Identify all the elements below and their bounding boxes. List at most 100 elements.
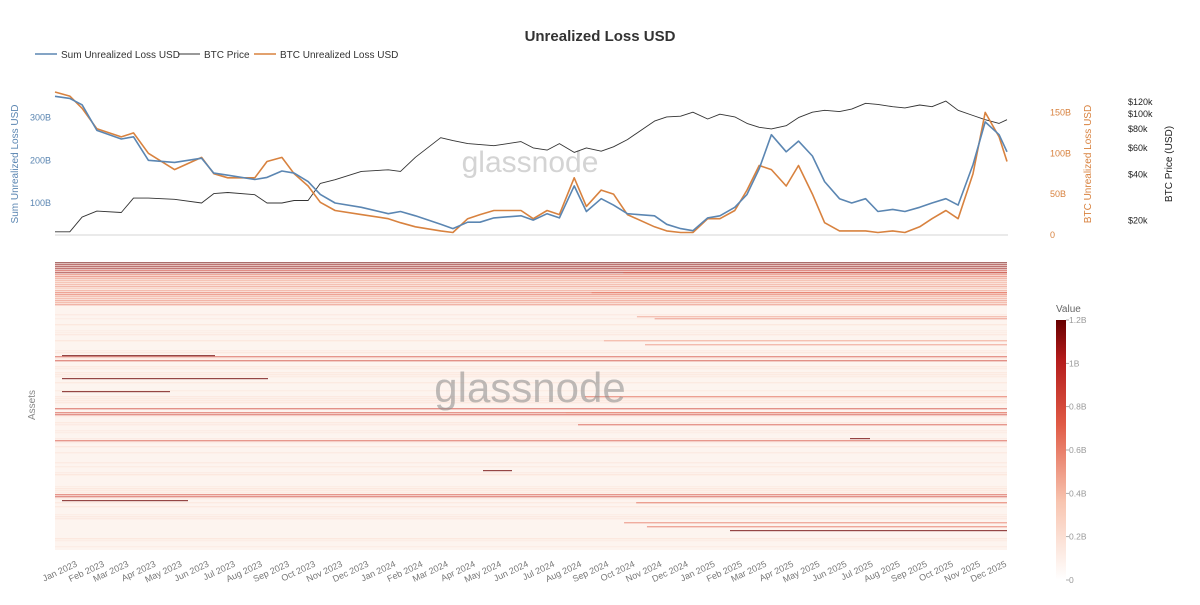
colorbar-ticks: 0 0.2B 0.4B 0.6B 0.8B 1B 1.2B: [1066, 315, 1087, 585]
legend: Sum Unrealized Loss USD BTC Price BTC Un…: [35, 50, 398, 61]
price-axis-tick-label: $120k: [1128, 97, 1153, 107]
colorbar-tick-label: 0: [1069, 575, 1074, 585]
colorbar-tick-label: 1.2B: [1069, 315, 1087, 325]
heatmap-row: [55, 330, 1007, 332]
heatmap-row: [55, 304, 1007, 306]
heatmap-row: [55, 268, 1007, 270]
colorbar-tick-label: 0.8B: [1069, 402, 1087, 412]
heatmap-row: [55, 440, 1007, 442]
series-lines: [54, 91, 1008, 234]
heatmap-row: [55, 264, 1007, 266]
heatmap-row: [55, 442, 1007, 444]
legend-label-btc-price[interactable]: BTC Price: [204, 50, 250, 61]
heatmap-row: [55, 408, 1007, 410]
series-line-btc-price: [55, 100, 1008, 233]
heatmap-row: [55, 272, 1007, 274]
heatmap-row-segment: [565, 412, 1007, 414]
heatmap-row: [55, 488, 1007, 490]
colorbar-tick-label: 1B: [1069, 358, 1080, 368]
heatmap-row: [55, 276, 1007, 278]
heatmap-row: [55, 282, 1007, 284]
heatmap-row: [55, 358, 1007, 360]
heatmap-row: [55, 492, 1007, 494]
heatmap-row-segment: [636, 316, 1007, 318]
heatmap-row-segment: [578, 424, 1007, 426]
heatmap-row: [55, 490, 1007, 492]
left-axis-tick-label: 200B: [30, 155, 51, 165]
left-axis-tick-label: 300B: [30, 113, 51, 123]
left-axis-tick-label: 100B: [30, 198, 51, 208]
heatmap-row: [55, 286, 1007, 288]
heatmap-row-segment: [623, 272, 1007, 274]
heatmap-dark-segment: [483, 470, 512, 472]
heatmap-row: [55, 396, 1007, 398]
heatmap-row: [55, 298, 1007, 300]
right-axis-ticks: 0 50B 100B 150B: [1050, 107, 1071, 240]
heatmap-row: [55, 466, 1007, 468]
right-axis-tick-label: 100B: [1050, 148, 1071, 158]
heatmap-row-segment: [603, 340, 1007, 342]
heatmap-row-segment: [591, 292, 1007, 294]
colorbar-gradient: [1056, 320, 1066, 580]
heatmap-row: [55, 350, 1007, 352]
heatmap-row-segment: [645, 344, 1007, 346]
heatmap-row: [55, 514, 1007, 516]
left-axis-ticks: 100B 200B 300B: [30, 113, 51, 208]
heatmap-row: [55, 422, 1007, 424]
heatmap-row: [55, 412, 1007, 414]
heatmap-rows: [55, 262, 1007, 548]
heatmap-row: [55, 290, 1007, 292]
heatmap-row: [55, 430, 1007, 432]
heatmap-row: [55, 438, 1007, 440]
right-axis-tick-label: 0: [1050, 230, 1055, 240]
price-axis-tick-label: $60k: [1128, 143, 1148, 153]
right-axis-tick-label: 150B: [1050, 107, 1071, 117]
heatmap-row: [55, 284, 1007, 286]
heatmap-dark-segment: [850, 438, 870, 440]
heatmap-row: [55, 398, 1007, 400]
heatmap-dark-segment: [730, 530, 1007, 532]
heatmap-row: [55, 314, 1007, 316]
heatmap-row: [55, 274, 1007, 276]
price-axis-tick-label: $40k: [1128, 170, 1148, 180]
colorbar-tick-label: 0.6B: [1069, 445, 1087, 455]
heatmap-row: [55, 472, 1007, 474]
heatmap-row: [55, 518, 1007, 520]
series-line-sum-unrealized-loss: [54, 95, 1008, 232]
price-axis-label: BTC Price (USD): [1164, 126, 1175, 202]
price-axis-tick-label: $80k: [1128, 124, 1148, 134]
heatmap-row: [55, 402, 1007, 404]
heatmap-row: [55, 416, 1007, 418]
heatmap-row-segment: [654, 318, 1007, 320]
heatmap-row-segment: [584, 396, 1007, 398]
heatmap-row: [55, 288, 1007, 290]
heatmap-row: [55, 494, 1007, 496]
heatmap-row: [55, 496, 1007, 498]
heatmap-row: [55, 340, 1007, 342]
heatmap-row: [55, 366, 1007, 368]
heatmap-row: [55, 278, 1007, 280]
heatmap-row: [55, 352, 1007, 354]
heatmap-row: [55, 540, 1007, 542]
legend-label-sum[interactable]: Sum Unrealized Loss USD: [61, 50, 180, 61]
colorbar: Value 0 0.2B 0.4B 0.6B 0.8B 1B 1.2B: [1056, 304, 1087, 585]
heatmap-row: [55, 296, 1007, 298]
heatmap-row: [55, 498, 1007, 500]
heatmap-row: [55, 414, 1007, 416]
heatmap-row: [55, 474, 1007, 476]
legend-label-btc-loss[interactable]: BTC Unrealized Loss USD: [280, 50, 398, 61]
heatmap-watermark: glassnode: [434, 364, 625, 411]
heatmap-row: [55, 334, 1007, 336]
right-axis-label: BTC Unrealized Loss USD: [1083, 105, 1094, 223]
heatmap-row: [55, 516, 1007, 518]
heatmap-y-axis-label: Assets: [27, 390, 38, 420]
heatmap-row-segment: [646, 526, 1007, 528]
price-axis-tick-label: $100k: [1128, 109, 1153, 119]
heatmap-row: [55, 486, 1007, 488]
heatmap-row: [55, 424, 1007, 426]
chart-title: Unrealized Loss USD: [525, 28, 676, 45]
heatmap-row: [55, 266, 1007, 268]
